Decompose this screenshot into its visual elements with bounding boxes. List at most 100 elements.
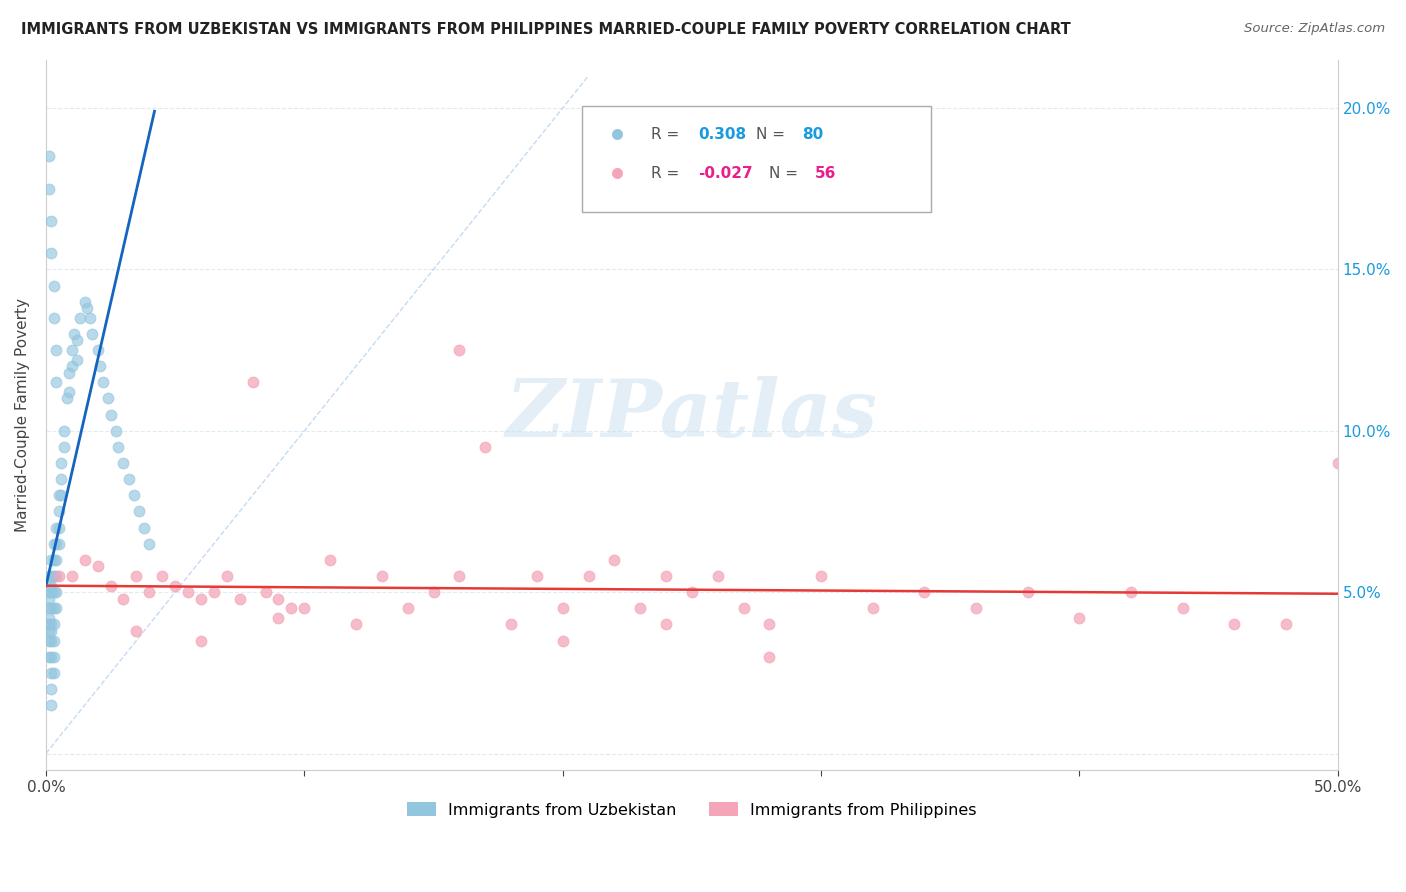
Point xyxy=(1275,617,1298,632)
Point xyxy=(862,601,884,615)
Point xyxy=(53,424,76,438)
Point xyxy=(138,585,160,599)
Point xyxy=(60,343,83,357)
Point xyxy=(51,488,73,502)
Text: -0.027: -0.027 xyxy=(699,166,754,181)
Point xyxy=(45,343,67,357)
Point xyxy=(45,376,67,390)
Point xyxy=(38,624,60,638)
Point xyxy=(48,504,70,518)
Point xyxy=(733,601,755,615)
Text: R =: R = xyxy=(651,127,683,142)
Point xyxy=(51,456,73,470)
Point xyxy=(39,649,62,664)
Point xyxy=(551,633,574,648)
Point xyxy=(76,301,98,315)
Text: IMMIGRANTS FROM UZBEKISTAN VS IMMIGRANTS FROM PHILIPPINES MARRIED-COUPLE FAMILY : IMMIGRANTS FROM UZBEKISTAN VS IMMIGRANTS… xyxy=(21,22,1071,37)
Point xyxy=(39,246,62,260)
Point xyxy=(39,633,62,648)
Point xyxy=(112,456,135,470)
Point xyxy=(628,601,651,615)
Point xyxy=(474,440,496,454)
Point xyxy=(42,601,65,615)
Point xyxy=(1171,601,1194,615)
Point xyxy=(48,569,70,583)
Point xyxy=(134,520,156,534)
Point xyxy=(48,488,70,502)
Point xyxy=(86,559,108,574)
Point xyxy=(60,359,83,374)
Text: 56: 56 xyxy=(814,166,837,181)
Point xyxy=(42,665,65,680)
Point xyxy=(1069,611,1091,625)
Text: N =: N = xyxy=(756,127,790,142)
Point xyxy=(38,633,60,648)
Point xyxy=(128,504,150,518)
Point xyxy=(45,537,67,551)
Point xyxy=(150,569,173,583)
Point xyxy=(912,585,935,599)
Point xyxy=(449,343,471,357)
Point xyxy=(42,585,65,599)
Point xyxy=(578,569,600,583)
Point xyxy=(396,601,419,615)
Point xyxy=(45,520,67,534)
Point xyxy=(91,376,114,390)
Point xyxy=(1326,456,1348,470)
Point xyxy=(60,569,83,583)
Point xyxy=(1223,617,1246,632)
Point xyxy=(190,591,212,606)
Point xyxy=(39,665,62,680)
Point xyxy=(138,537,160,551)
Point xyxy=(526,569,548,583)
Point xyxy=(39,681,62,696)
Point xyxy=(89,359,111,374)
Point xyxy=(66,334,89,348)
Text: Source: ZipAtlas.com: Source: ZipAtlas.com xyxy=(1244,22,1385,36)
Point xyxy=(42,649,65,664)
Point xyxy=(38,591,60,606)
Point xyxy=(42,553,65,567)
Point xyxy=(51,472,73,486)
Point xyxy=(63,326,86,341)
Point xyxy=(165,579,187,593)
Point xyxy=(229,591,252,606)
Legend: Immigrants from Uzbekistan, Immigrants from Philippines: Immigrants from Uzbekistan, Immigrants f… xyxy=(399,794,984,826)
Point xyxy=(45,601,67,615)
Y-axis label: Married-Couple Family Poverty: Married-Couple Family Poverty xyxy=(15,298,30,532)
Point xyxy=(45,553,67,567)
Point xyxy=(38,611,60,625)
Point xyxy=(810,569,832,583)
Point xyxy=(38,182,60,196)
Point xyxy=(38,579,60,593)
Point xyxy=(758,649,780,664)
Point xyxy=(42,617,65,632)
Point xyxy=(254,585,277,599)
Point xyxy=(681,585,703,599)
Point xyxy=(655,617,678,632)
Point xyxy=(45,569,67,583)
Point xyxy=(38,601,60,615)
Point xyxy=(42,537,65,551)
Point xyxy=(292,601,315,615)
Point xyxy=(69,310,91,325)
Point xyxy=(58,366,80,380)
Point xyxy=(38,569,60,583)
Point xyxy=(177,585,200,599)
Point xyxy=(603,553,626,567)
Point xyxy=(215,569,238,583)
Point xyxy=(48,520,70,534)
FancyBboxPatch shape xyxy=(582,106,931,212)
Point xyxy=(73,294,96,309)
Point xyxy=(202,585,225,599)
Point xyxy=(965,601,987,615)
Point xyxy=(42,278,65,293)
Point xyxy=(39,601,62,615)
Point xyxy=(53,440,76,454)
Point xyxy=(371,569,394,583)
Point xyxy=(551,601,574,615)
Point xyxy=(86,343,108,357)
Point xyxy=(48,537,70,551)
Point xyxy=(267,591,290,606)
Point xyxy=(39,579,62,593)
